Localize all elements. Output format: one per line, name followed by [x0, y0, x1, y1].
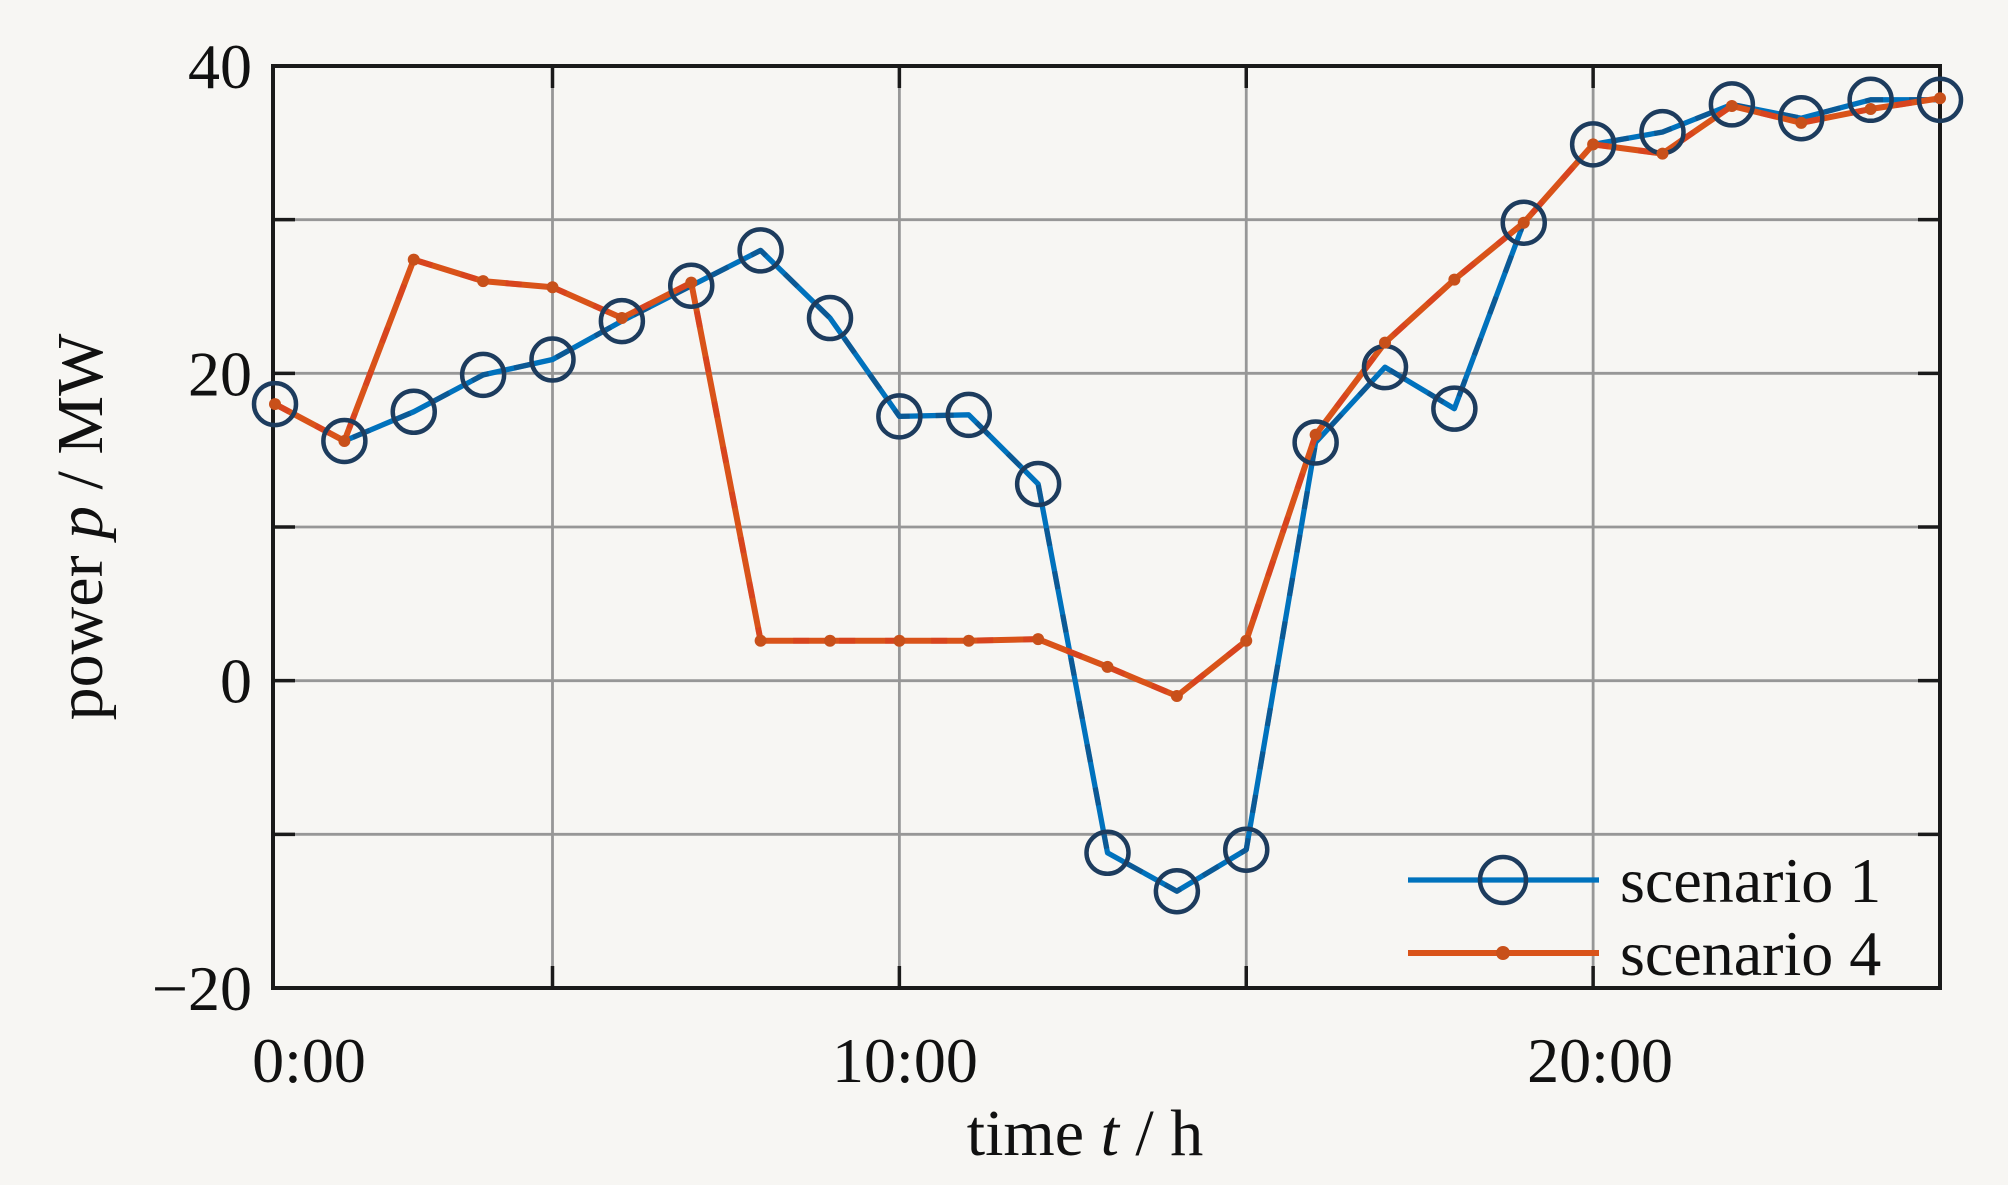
scenario-4-dot-marker — [1379, 336, 1391, 349]
scenario-4-dot-marker — [1656, 147, 1669, 160]
scenario-1-circle-marker — [1847, 76, 1894, 124]
scenario-1-circle-marker — [876, 393, 923, 440]
scenario-4-dot-marker — [546, 281, 559, 294]
scenario-4-dot-marker — [1240, 634, 1253, 647]
scenario-1-circle-marker — [1014, 460, 1062, 508]
scenario-1-circle-marker — [529, 336, 576, 383]
y-axis-title: power p / MW — [44, 333, 117, 720]
scenario-4-dot-marker — [1032, 633, 1045, 646]
y-tick-label: 40 — [188, 31, 252, 102]
scenario-1-circle-marker — [1153, 867, 1201, 915]
scenario-4-dot-marker — [1448, 273, 1461, 286]
legend-item-label: scenario 1 — [1620, 845, 1881, 916]
scenario-1-circle-marker — [1292, 419, 1339, 466]
x-axis-title-pre: time — [967, 1097, 1101, 1170]
scenario-4-dot-marker — [1170, 690, 1183, 703]
scenario-1-circle-marker — [737, 227, 784, 274]
scenario-1-circle-marker — [806, 294, 854, 342]
legend-scenario-4-marker — [1496, 946, 1510, 960]
scenario-1-circle-marker — [1778, 94, 1825, 142]
scenario-1-circle-marker — [459, 351, 507, 399]
scenario-4-dot-marker — [1101, 660, 1114, 673]
scenario-1-dash-overlay — [273, 97, 1940, 894]
scenario-1-circle-marker — [668, 262, 715, 309]
scenario-4-dot-marker — [338, 434, 351, 447]
scenario-4-dot-marker — [1725, 99, 1738, 112]
scenario-1-circle-marker — [251, 380, 299, 428]
legend-item-label: scenario 4 — [1620, 918, 1881, 989]
x-tick-label: 20:00 — [1527, 1025, 1673, 1096]
scenario-4-dot-marker — [407, 253, 420, 266]
scenario-4-dot-marker — [477, 275, 490, 288]
x-axis-title-var: t — [1101, 1097, 1121, 1170]
scenario-4-dot-marker — [754, 634, 767, 647]
y-axis-title-post: / MW — [44, 333, 117, 506]
scenario-1-circle-marker — [1500, 199, 1547, 246]
y-tick-label: −20 — [152, 953, 252, 1024]
scenario-1-circle-marker — [598, 297, 646, 345]
scenario-4-dot-marker — [893, 634, 906, 647]
scenario-4-dot-marker — [615, 312, 628, 325]
tick-marks-group — [273, 66, 1940, 988]
scenario-4-dot-marker — [1309, 428, 1322, 441]
scenario-1-circle-marker — [1708, 81, 1756, 128]
scenario-4-dot-marker — [824, 634, 836, 647]
scenario-1-circle-marker — [390, 388, 437, 435]
scenario-4-dot-marker — [1934, 92, 1946, 105]
x-axis-title-post: / h — [1119, 1097, 1203, 1170]
x-tick-label: 10:00 — [832, 1025, 978, 1096]
y-tick-label: 0 — [220, 646, 252, 717]
scenario-1-circle-marker — [321, 417, 368, 465]
scenario-4-dot-marker — [1795, 116, 1808, 129]
y-tick-label: 20 — [188, 338, 252, 409]
scenario-1-markers — [251, 76, 1964, 915]
scenario-1-circle-marker — [945, 391, 992, 439]
x-axis-title: time t / h — [967, 1097, 1204, 1170]
scenario-4-dot-marker — [1864, 103, 1877, 116]
scenario-4-dot-marker — [685, 276, 698, 289]
legend-scenario-1-marker — [1477, 854, 1529, 906]
series-scenario-1 — [273, 97, 1940, 894]
x-tick-label: 0:00 — [252, 1025, 366, 1096]
scenario-4-dot-marker — [1587, 138, 1600, 151]
scenario-1-circle-marker — [1431, 385, 1478, 432]
scenario-4-dot-marker — [1517, 216, 1530, 229]
scenario-1-circle-marker — [1223, 826, 1270, 873]
y-axis-title-pre: power — [44, 539, 117, 720]
scenario-1-circle-marker — [1569, 121, 1617, 168]
scenario-1-circle-marker — [1084, 829, 1131, 877]
scenario-4-dot-marker — [962, 634, 975, 647]
scenario-1-circle-marker — [1916, 76, 1964, 124]
scenario-4-markers — [269, 92, 1946, 703]
y-axis-title-var: p — [44, 506, 117, 543]
scenario-4-dot-marker — [269, 398, 281, 411]
